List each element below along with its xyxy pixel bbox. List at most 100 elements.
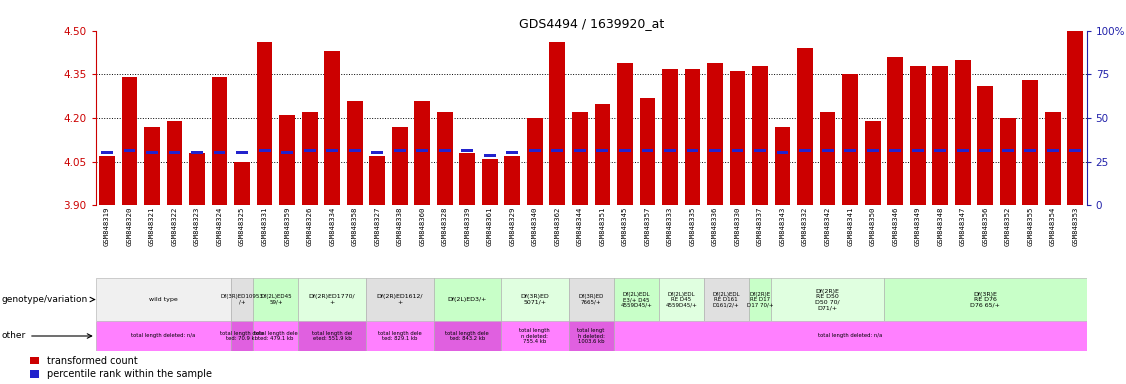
Bar — [434, 278, 501, 321]
Text: Df(3R)ED
7665/+: Df(3R)ED 7665/+ — [579, 294, 604, 305]
Bar — [484, 154, 495, 157]
Text: Df(3R)E
RE D76
D76 65/+: Df(3R)E RE D76 D76 65/+ — [971, 291, 1000, 308]
Text: GSM848340: GSM848340 — [531, 207, 538, 246]
Bar — [366, 321, 434, 351]
Bar — [617, 63, 633, 205]
Bar — [890, 149, 901, 152]
Text: Df(2L)ED3/+: Df(2L)ED3/+ — [448, 297, 486, 302]
Bar — [276, 205, 298, 278]
Bar — [595, 104, 610, 205]
Bar — [304, 149, 315, 152]
Bar — [394, 149, 405, 152]
Bar — [369, 156, 385, 205]
Bar — [1019, 205, 1042, 278]
Bar — [619, 149, 631, 152]
Text: Df(2R)E
RE D17
D17 70/+: Df(2R)E RE D17 D17 70/+ — [747, 291, 774, 308]
Bar — [910, 66, 926, 205]
Text: total length
n deleted:
755.4 kb: total length n deleted: 755.4 kb — [519, 328, 551, 344]
Bar — [459, 153, 475, 205]
Bar — [777, 151, 788, 154]
Text: GSM848343: GSM848343 — [779, 207, 786, 246]
Bar — [977, 86, 993, 205]
Text: wild type: wild type — [149, 297, 178, 302]
Text: GSM848320: GSM848320 — [126, 207, 133, 246]
Bar — [957, 149, 968, 152]
Bar — [372, 151, 383, 154]
Bar — [253, 278, 298, 321]
Text: GSM848332: GSM848332 — [802, 207, 808, 246]
Text: Df(3R)ED10953
/+: Df(3R)ED10953 /+ — [221, 294, 263, 305]
Bar — [298, 278, 366, 321]
Text: GSM848345: GSM848345 — [622, 207, 628, 246]
Bar — [414, 101, 430, 205]
Bar — [191, 151, 203, 154]
Text: GSM848335: GSM848335 — [689, 207, 696, 246]
Text: total length dele
ted: 829.1 kb: total length dele ted: 829.1 kb — [378, 331, 421, 341]
Bar — [912, 149, 923, 152]
Bar — [324, 51, 340, 205]
Text: GSM848336: GSM848336 — [712, 207, 718, 246]
Bar — [867, 149, 878, 152]
Bar — [614, 278, 659, 321]
Bar — [439, 149, 450, 152]
Text: GSM848353: GSM848353 — [1072, 207, 1079, 246]
Text: GSM848352: GSM848352 — [1004, 207, 1011, 246]
Bar — [169, 151, 180, 154]
Bar — [392, 127, 408, 205]
Bar — [822, 149, 833, 152]
Text: GSM848324: GSM848324 — [216, 207, 223, 246]
Bar — [552, 149, 563, 152]
Bar — [642, 149, 653, 152]
Bar — [687, 149, 698, 152]
Bar — [955, 60, 971, 205]
Bar — [99, 156, 115, 205]
Bar — [437, 112, 453, 205]
Text: GSM848341: GSM848341 — [847, 207, 854, 246]
Text: GSM848357: GSM848357 — [644, 207, 651, 246]
Bar — [591, 205, 614, 278]
Text: GSM848350: GSM848350 — [869, 207, 876, 246]
Bar — [122, 77, 137, 205]
Bar — [861, 205, 884, 278]
Text: GSM848334: GSM848334 — [329, 207, 336, 246]
Bar — [887, 57, 903, 205]
Bar — [951, 205, 974, 278]
Bar — [347, 101, 363, 205]
Bar — [597, 149, 608, 152]
Legend: transformed count, percentile rank within the sample: transformed count, percentile rank withi… — [30, 356, 212, 379]
Bar — [141, 205, 163, 278]
Text: GSM848327: GSM848327 — [374, 207, 381, 246]
Bar — [662, 69, 678, 205]
Text: GSM848338: GSM848338 — [396, 207, 403, 246]
Bar — [732, 149, 743, 152]
Bar — [124, 149, 135, 152]
Bar — [1070, 149, 1081, 152]
Bar — [349, 149, 360, 152]
Bar — [96, 278, 231, 321]
Bar — [236, 151, 248, 154]
Bar — [302, 112, 318, 205]
Bar — [816, 205, 839, 278]
Bar — [842, 74, 858, 205]
Text: GSM848362: GSM848362 — [554, 207, 561, 246]
Text: GSM848344: GSM848344 — [577, 207, 583, 246]
Bar — [704, 278, 749, 321]
Bar — [546, 205, 569, 278]
Bar — [434, 321, 501, 351]
Text: other: other — [2, 331, 91, 341]
Text: GSM848361: GSM848361 — [486, 207, 493, 246]
Bar — [231, 205, 253, 278]
Bar — [797, 48, 813, 205]
Bar — [1025, 149, 1036, 152]
Title: GDS4494 / 1639920_at: GDS4494 / 1639920_at — [519, 17, 663, 30]
Text: GSM848360: GSM848360 — [419, 207, 426, 246]
Text: total lengt
h deleted:
1003.6 kb: total lengt h deleted: 1003.6 kb — [578, 328, 605, 344]
Bar — [752, 66, 768, 205]
Bar — [501, 205, 524, 278]
Text: GSM848354: GSM848354 — [1049, 207, 1056, 246]
Text: GSM848329: GSM848329 — [509, 207, 516, 246]
Bar — [771, 205, 794, 278]
Bar — [681, 205, 704, 278]
Bar — [636, 205, 659, 278]
Bar — [980, 149, 991, 152]
